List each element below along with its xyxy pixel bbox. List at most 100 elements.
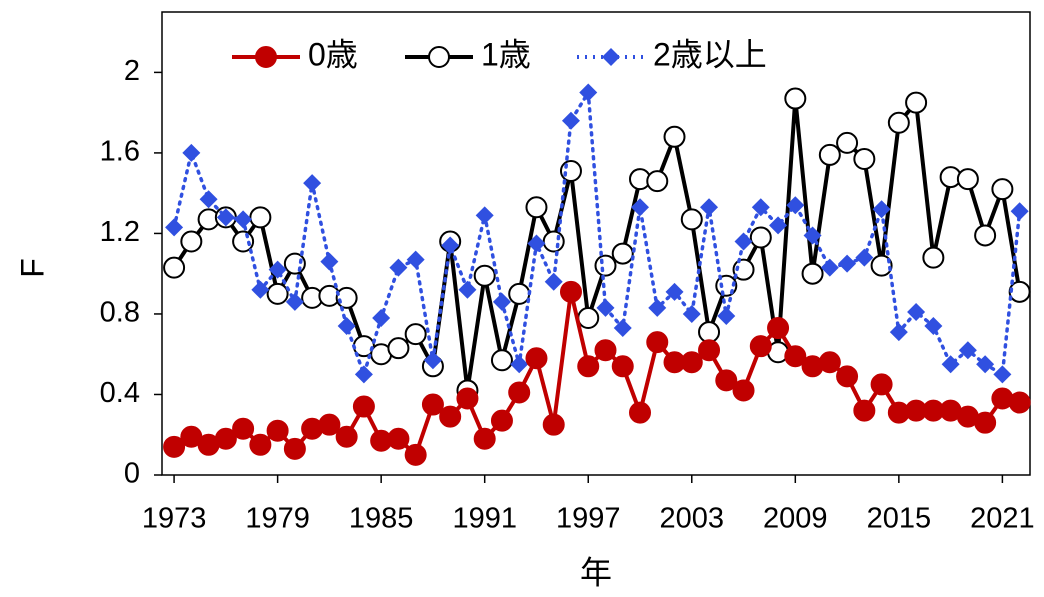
- marker: [734, 232, 753, 251]
- marker: [700, 198, 719, 217]
- marker: [646, 170, 669, 193]
- marker: [335, 425, 358, 448]
- marker: [956, 168, 979, 191]
- marker: [387, 427, 410, 450]
- marker: [283, 437, 306, 460]
- marker: [577, 306, 600, 329]
- marker: [458, 280, 477, 299]
- x-tick-label: 1985: [349, 503, 414, 535]
- marker: [611, 242, 634, 265]
- marker: [249, 433, 272, 456]
- marker: [544, 272, 563, 291]
- marker: [559, 280, 582, 303]
- marker: [542, 230, 565, 253]
- plot-frame: [161, 11, 1031, 476]
- legend-marker: [602, 48, 620, 66]
- marker: [303, 174, 322, 193]
- marker: [165, 218, 184, 237]
- marker: [682, 304, 701, 323]
- marker: [629, 401, 652, 424]
- marker: [1010, 202, 1029, 221]
- marker: [749, 226, 772, 249]
- marker: [389, 258, 408, 277]
- marker: [751, 198, 770, 217]
- marker: [473, 264, 496, 287]
- marker: [680, 208, 703, 231]
- marker: [836, 365, 859, 388]
- marker: [182, 143, 201, 162]
- marker: [283, 252, 306, 275]
- marker: [216, 208, 235, 227]
- marker: [767, 317, 790, 340]
- x-tick-label: 2003: [660, 503, 725, 535]
- marker: [613, 319, 632, 338]
- marker: [715, 369, 738, 392]
- marker: [423, 351, 442, 370]
- marker: [490, 349, 513, 372]
- marker: [285, 292, 304, 311]
- marker: [818, 143, 841, 166]
- marker: [525, 347, 548, 370]
- marker: [180, 230, 203, 253]
- marker: [199, 190, 218, 209]
- marker: [646, 331, 669, 354]
- marker: [631, 198, 650, 217]
- marker: [214, 427, 237, 450]
- marker: [456, 387, 479, 410]
- y-tick-label: 2: [124, 55, 140, 87]
- marker: [577, 355, 600, 378]
- x-tick-label: 1991: [452, 503, 517, 535]
- x-tick-label: 1997: [556, 503, 621, 535]
- marker: [838, 254, 857, 273]
- marker: [665, 282, 684, 301]
- marker: [836, 131, 859, 154]
- y-tick-label: 0.4: [100, 377, 140, 409]
- marker: [404, 443, 427, 466]
- marker: [887, 111, 910, 134]
- marker: [648, 298, 667, 317]
- y-tick-label: 1.2: [100, 216, 140, 248]
- y-tick-label: 0: [124, 458, 140, 490]
- legend-marker: [255, 46, 277, 68]
- marker: [784, 345, 807, 368]
- marker: [421, 393, 444, 416]
- marker: [801, 262, 824, 285]
- marker: [976, 355, 995, 374]
- marker: [234, 210, 253, 229]
- marker: [508, 381, 531, 404]
- marker: [579, 83, 598, 102]
- marker: [320, 252, 339, 271]
- legend-label: 0歳: [308, 36, 358, 72]
- marker: [163, 256, 186, 279]
- marker: [749, 335, 772, 358]
- y-tick-label: 1.6: [100, 136, 140, 168]
- marker: [924, 317, 943, 336]
- marker: [337, 317, 356, 336]
- marker: [786, 196, 805, 215]
- marker: [492, 292, 511, 311]
- marker: [475, 206, 494, 225]
- marker: [993, 365, 1012, 384]
- marker: [872, 200, 891, 219]
- marker: [335, 286, 358, 309]
- marker: [870, 373, 893, 396]
- marker: [594, 339, 617, 362]
- marker: [542, 413, 565, 436]
- marker: [820, 258, 839, 277]
- legend-label: 2歳以上: [653, 36, 767, 72]
- marker: [905, 91, 928, 114]
- marker: [958, 341, 977, 360]
- marker: [803, 226, 822, 245]
- marker: [974, 411, 997, 434]
- marker: [439, 405, 462, 428]
- legend-marker: [428, 46, 450, 68]
- marker: [406, 250, 425, 269]
- marker: [510, 355, 529, 374]
- marker: [372, 308, 391, 327]
- marker: [611, 355, 634, 378]
- marker: [855, 248, 874, 267]
- y-axis-label: F: [14, 258, 50, 278]
- marker: [1008, 391, 1031, 414]
- marker: [698, 321, 721, 344]
